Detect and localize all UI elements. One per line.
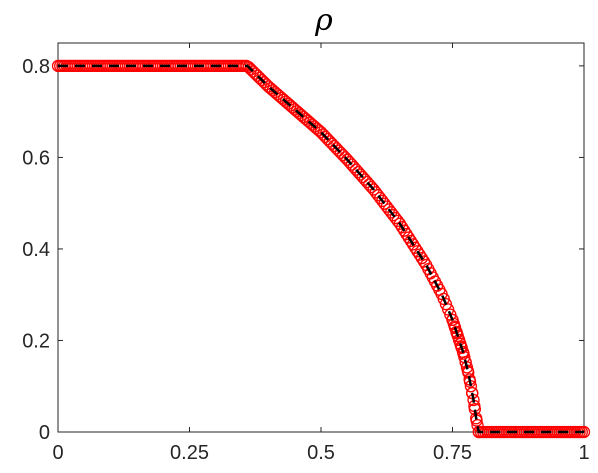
y-tick-label: 0.2 <box>22 330 50 352</box>
data-point <box>460 361 474 374</box>
series-layer <box>51 59 591 439</box>
y-tick-label: 0.8 <box>22 56 50 78</box>
data-point <box>246 65 260 78</box>
data-point <box>417 255 431 268</box>
data-point <box>406 238 420 251</box>
data-point <box>411 245 424 258</box>
data-point <box>415 251 428 265</box>
data-point <box>255 73 268 87</box>
y-axis: 0 0.2 0.4 0.6 0.8 <box>22 56 584 444</box>
data-point <box>334 146 347 159</box>
data-point <box>257 76 271 89</box>
data-point <box>319 130 332 143</box>
data-point <box>393 217 407 230</box>
data-point <box>325 137 339 150</box>
data-point <box>253 71 266 85</box>
data-point <box>332 144 345 157</box>
data-point <box>317 128 330 141</box>
data-point <box>404 234 418 248</box>
data-point <box>323 135 336 148</box>
data-point <box>336 148 350 162</box>
x-tick-label: 1 <box>578 442 589 464</box>
data-point <box>395 221 409 234</box>
series-line <box>58 64 584 434</box>
data-point <box>330 142 343 155</box>
chart-title: ρ <box>314 3 333 38</box>
x-tick-label: 0.5 <box>307 442 335 464</box>
y-tick-label: 0.6 <box>22 147 50 169</box>
data-point <box>314 126 328 139</box>
data-point <box>327 139 341 153</box>
data-point <box>310 122 323 135</box>
data-point <box>413 248 426 261</box>
plot-area-frame <box>57 42 585 433</box>
x-axis: 0 0.25 0.5 0.75 1 <box>52 43 590 464</box>
data-point <box>249 67 262 80</box>
y-tick-label: 0.4 <box>22 239 50 261</box>
data-point <box>400 227 413 241</box>
data-point <box>398 224 411 237</box>
x-tick-label: 0.75 <box>433 442 472 464</box>
data-point <box>244 63 258 76</box>
data-point <box>441 303 455 316</box>
data-point <box>251 69 264 82</box>
data-point <box>242 61 255 74</box>
x-tick-label: 0.25 <box>170 442 209 464</box>
data-point <box>409 241 422 254</box>
y-tick-label: 0 <box>39 422 50 444</box>
series-markers <box>51 59 591 439</box>
data-point <box>439 297 453 311</box>
x-tick-label: 0 <box>52 442 63 464</box>
data-point <box>321 132 334 146</box>
data-point <box>402 231 415 244</box>
data-point <box>437 292 450 306</box>
data-point <box>391 214 404 228</box>
data-point <box>312 124 325 137</box>
